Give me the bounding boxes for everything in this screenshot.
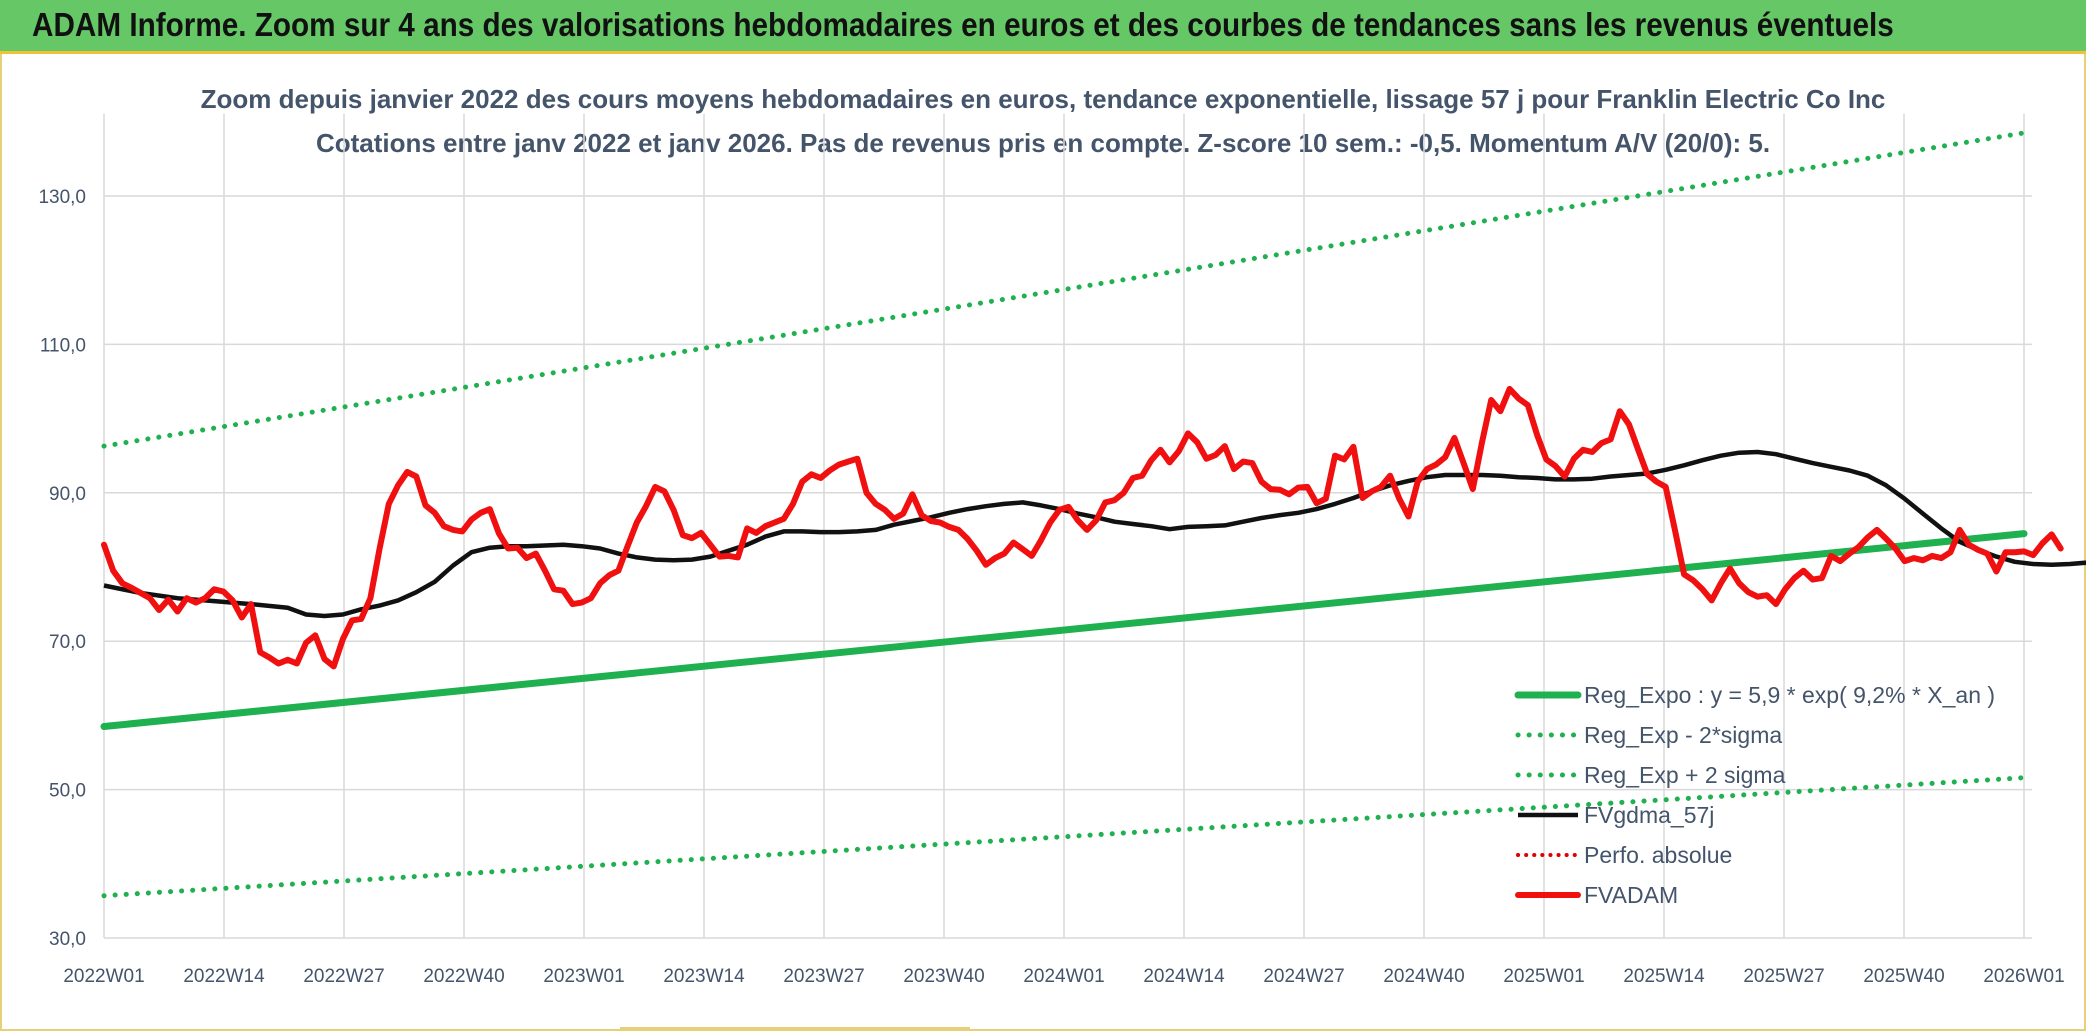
legend-label: Reg_Expo : y = 5,9 * exp( 9,2% * X_an ): [1584, 682, 1995, 708]
y-tick-label: 130,0: [38, 187, 86, 208]
x-tick-label: 2023W27: [783, 966, 864, 987]
y-tick-label: 30,0: [49, 929, 86, 950]
legend-label: Perfo. absolue: [1584, 842, 1732, 868]
x-tick-label: 2025W27: [1743, 966, 1824, 987]
x-tick-label: 2025W40: [1863, 966, 1944, 987]
x-tick-label: 2025W14: [1623, 966, 1705, 987]
chart-title: Zoom depuis janvier 2022 des cours moyen…: [200, 84, 1886, 114]
legend-label: Reg_Exp - 2*sigma: [1584, 722, 1782, 748]
x-tick-label: 2022W27: [303, 966, 384, 987]
x-tick-label: 2022W01: [63, 966, 144, 987]
y-tick-label: 110,0: [40, 335, 86, 356]
x-tick-label: 2022W14: [183, 966, 265, 987]
series-line-reg-expo-y-5-9-exp-9-2-x-an: [100, 530, 2028, 730]
y-tick-label: 90,0: [49, 484, 86, 505]
chart-subtitle: Cotations entre janv 2022 et janv 2026. …: [315, 128, 1771, 158]
series-line-fvgdma-57j: [103, 449, 2086, 619]
x-tick-label: 2023W40: [903, 966, 984, 987]
x-tick-label: 2024W14: [1143, 966, 1225, 987]
banner-title: ADAM Informe. Zoom sur 4 ans des valoris…: [32, 6, 1894, 43]
series-line-fvadam: [101, 385, 2064, 670]
y-tick-label: 70,0: [49, 632, 86, 653]
legend-label: FVADAM: [1584, 882, 1678, 908]
x-tick-label: 2024W27: [1263, 966, 1344, 987]
y-tick-label: 50,0: [49, 781, 86, 802]
bottom-accent-bar: [620, 1027, 970, 1031]
x-tick-label: 2024W40: [1383, 966, 1464, 987]
series-line-reg-exp-2-sigma: [101, 775, 2027, 899]
x-tick-label: 2024W01: [1023, 966, 1104, 987]
x-tick-label: 2025W01: [1503, 966, 1584, 987]
x-tick-label: 2023W14: [663, 966, 745, 987]
title-banner: ADAM Informe. Zoom sur 4 ans des valoris…: [0, 0, 2086, 54]
x-tick-label: 2022W40: [423, 966, 504, 987]
legend-label: FVgdma_57j: [1584, 802, 1714, 828]
x-tick-label: 2023W01: [543, 966, 624, 987]
x-tick-label: 2026W01: [1983, 966, 2064, 987]
legend-label: Reg_Exp + 2 sigma: [1584, 762, 1786, 788]
series-line-reg-exp-2-sigma: [101, 130, 2027, 449]
